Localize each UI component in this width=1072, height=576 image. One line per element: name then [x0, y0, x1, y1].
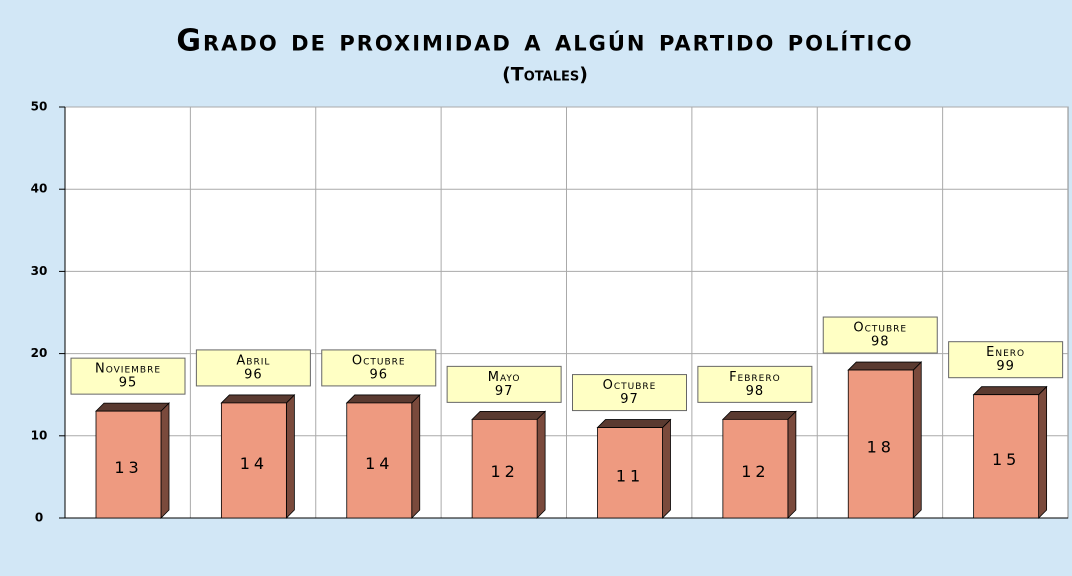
y-tick-label: 50	[31, 100, 48, 114]
bar-top	[721, 410, 797, 420]
value-label: 14	[240, 454, 268, 473]
bar-top	[596, 419, 672, 428]
chart-subtitle: (Totales)	[502, 64, 588, 86]
chart-title: Grado de proximidad a algún partido polí…	[176, 24, 913, 59]
bar-top	[471, 410, 547, 420]
bar	[471, 418, 538, 519]
y-tick-label: 0	[35, 511, 43, 525]
bar-side	[1038, 385, 1048, 519]
y-tick-label: 40	[31, 182, 48, 196]
category-label-box	[572, 374, 687, 412]
category-label: 98	[871, 335, 890, 350]
bar-side	[536, 410, 546, 519]
value-label: 13	[114, 458, 142, 477]
bar-side	[411, 393, 421, 519]
bar-top	[220, 394, 296, 404]
bar-side	[662, 418, 671, 519]
category-label: 99	[996, 359, 1015, 374]
category-label: 97	[620, 392, 639, 407]
category-label: Octubre	[603, 378, 657, 393]
category-label-box	[70, 357, 186, 395]
y-tick-label: 20	[31, 346, 48, 360]
category-label: 97	[495, 384, 514, 399]
bar-side	[912, 361, 922, 519]
bar	[220, 402, 287, 519]
y-tick-label: 10	[31, 428, 48, 442]
category-label-box	[195, 349, 311, 387]
category-label: Febrero	[729, 370, 781, 385]
bar-top	[847, 361, 923, 371]
bar-top	[95, 402, 170, 412]
category-label: 96	[244, 367, 263, 382]
bar	[973, 394, 1040, 519]
category-label: Octubre	[352, 353, 406, 368]
category-label: Abril	[236, 353, 270, 368]
bar-side	[787, 410, 797, 519]
bar	[95, 410, 162, 519]
value-label: 15	[992, 450, 1020, 469]
bar-side	[285, 393, 295, 519]
bar	[346, 402, 413, 519]
value-label: 11	[616, 466, 644, 485]
category-label-box	[948, 341, 1064, 379]
category-label: 98	[746, 384, 765, 399]
bar	[597, 427, 663, 519]
category-label: Mayo	[488, 370, 521, 385]
value-label: 12	[741, 462, 769, 481]
category-label-box	[321, 349, 437, 387]
bar	[847, 369, 914, 519]
value-label: 18	[867, 438, 895, 457]
value-label: 12	[490, 462, 518, 481]
category-label: Enero	[986, 345, 1025, 360]
y-tick-label: 30	[31, 264, 48, 278]
bar	[722, 418, 789, 519]
category-label: Octubre	[853, 321, 907, 336]
category-label-box	[697, 365, 813, 403]
category-label-box	[822, 316, 938, 354]
category-label: 96	[369, 367, 388, 382]
value-label: 14	[365, 454, 393, 473]
category-label: Noviembre	[95, 362, 161, 377]
bar-top	[972, 386, 1048, 396]
bar-top	[345, 394, 421, 404]
bar-side	[160, 402, 170, 519]
category-label: 95	[119, 376, 138, 391]
category-label-box	[446, 365, 562, 403]
